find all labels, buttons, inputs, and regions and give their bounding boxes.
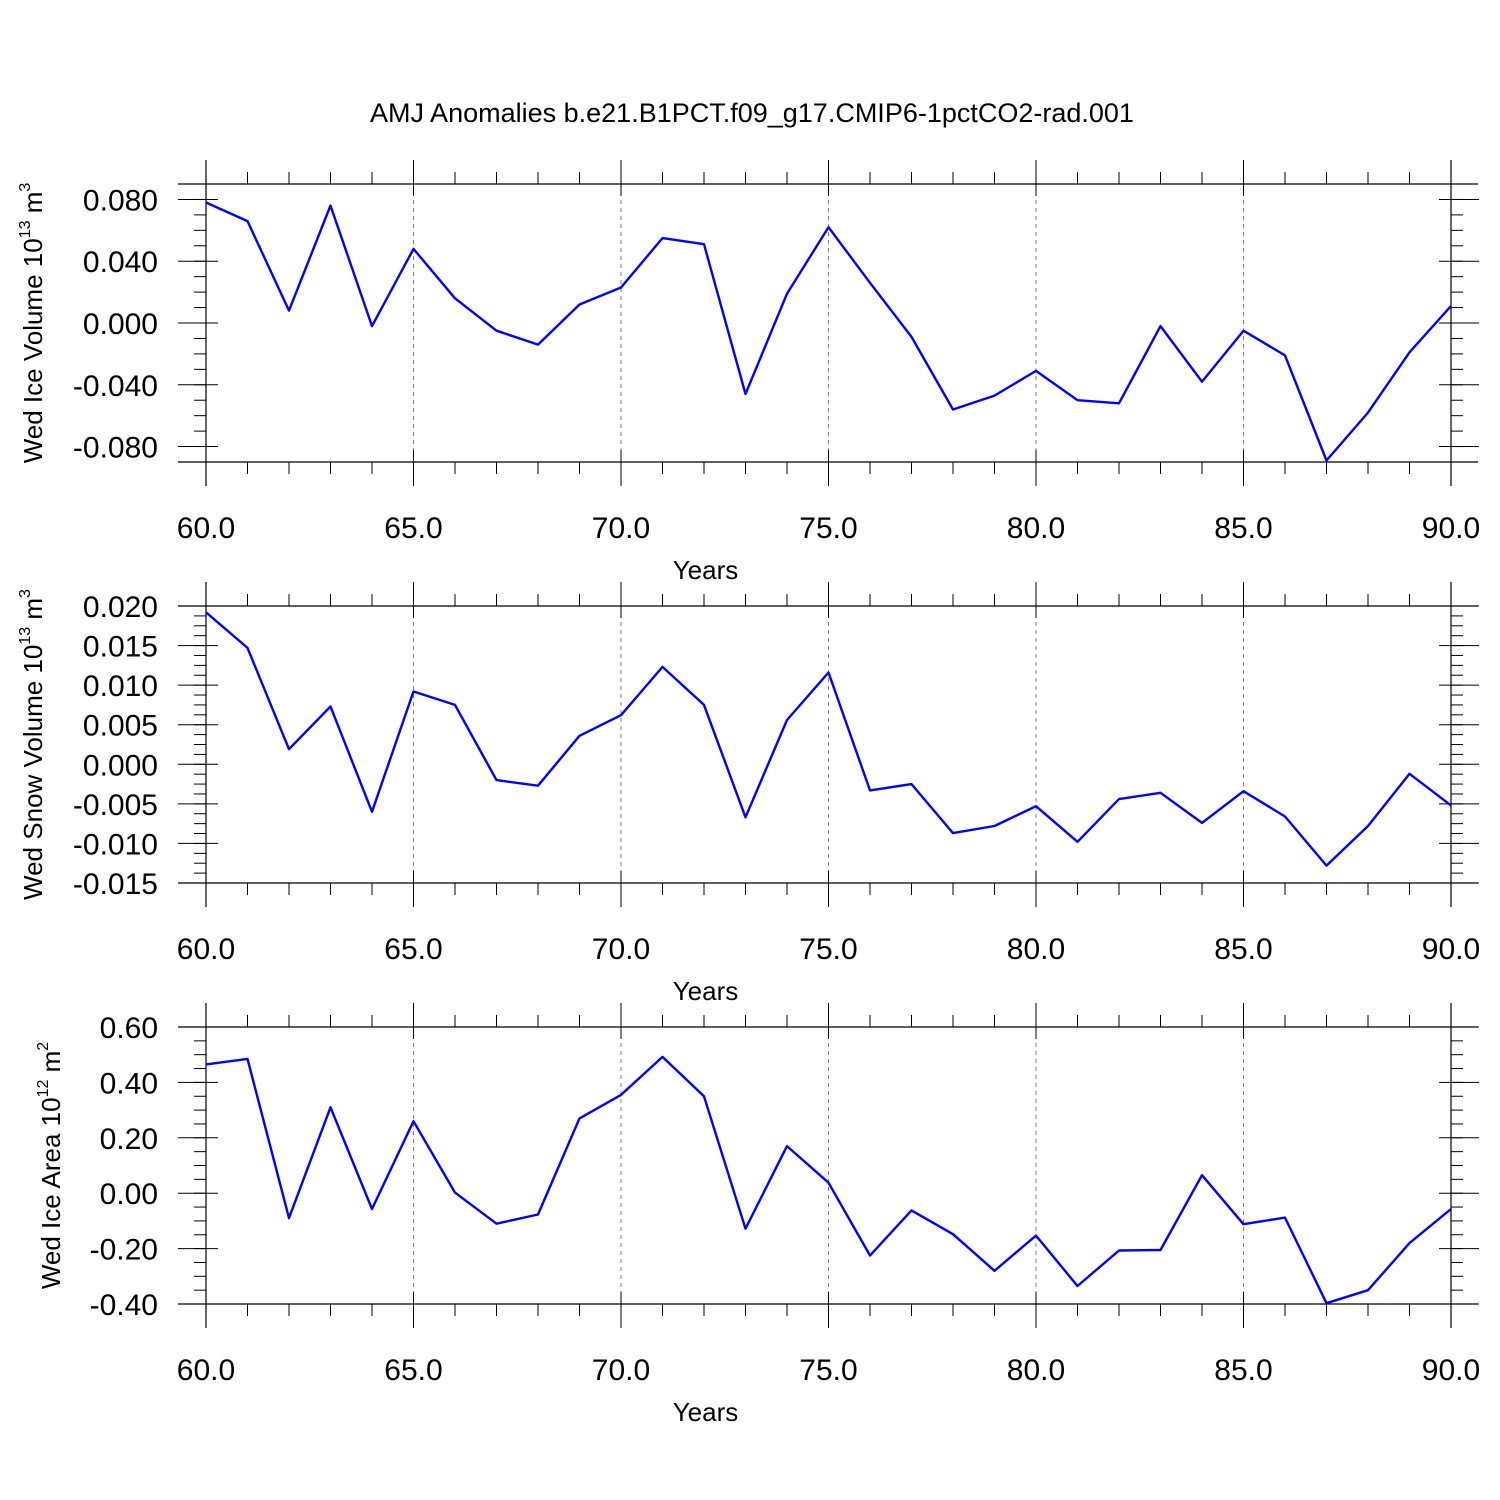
y-axis-label: Wed Snow Volume 1013 m3: [17, 589, 48, 900]
y-tick-label: 0.080: [83, 184, 158, 217]
y-axis-label: Wed Ice Area 1012 m2: [35, 1042, 66, 1289]
y-tick-label: 0.60: [100, 1012, 158, 1045]
chart-title: AMJ Anomalies b.e21.B1PCT.f09_g17.CMIP6-…: [370, 98, 1134, 128]
y-tick-label: -0.080: [73, 432, 158, 465]
x-tick-label: 80.0: [1007, 512, 1065, 545]
y-tick-label: 0.20: [100, 1123, 158, 1156]
y-tick-label: 0.000: [83, 749, 158, 782]
x-tick-label: 60.0: [177, 933, 235, 966]
x-tick-label: 65.0: [384, 933, 442, 966]
y-tick-label: -0.040: [73, 370, 158, 403]
y-tick-label: 0.010: [83, 670, 158, 703]
x-tick-label: 60.0: [177, 1354, 235, 1387]
y-tick-label: -0.005: [73, 789, 158, 822]
y-tick-label: -0.20: [90, 1234, 158, 1267]
x-axis-label: Years: [673, 1397, 739, 1427]
x-tick-label: 85.0: [1214, 933, 1272, 966]
panels: 60.0 65.0 70.0 75.0 80.0 85.0 90.0 0.080 0.040 0.…: [17, 160, 1480, 1427]
x-axis-label: Years: [673, 555, 739, 585]
x-tick-label: 90.0: [1422, 512, 1480, 545]
panel-1: 60.0 65.0 70.0 75.0 80.0 85.0 90.0 0.080 0.040 0.…: [17, 160, 1480, 585]
x-tick-label: 60.0: [177, 512, 235, 545]
y-tick-label: 0.00: [100, 1178, 158, 1211]
x-tick-label: 75.0: [799, 512, 857, 545]
y-tick-label: 0.40: [100, 1067, 158, 1100]
panel-3: 60.0 65.0 70.0 75.0 80.0 85.0 90.0 0.60 0.40 0.20…: [35, 1003, 1480, 1427]
x-tick-label: 65.0: [384, 512, 442, 545]
x-tick-label: 85.0: [1214, 1354, 1272, 1387]
x-tick-label: 70.0: [592, 1354, 650, 1387]
y-tick-label: -0.015: [73, 868, 158, 901]
x-tick-label: 75.0: [799, 1354, 857, 1387]
y-tick-label: 0.020: [83, 591, 158, 624]
x-tick-label: 90.0: [1422, 933, 1480, 966]
y-tick-label: 0.040: [83, 246, 158, 279]
x-tick-label: 75.0: [799, 933, 857, 966]
y-tick-label: 0.000: [83, 308, 158, 341]
y-tick-label: -0.010: [73, 828, 158, 861]
x-tick-label: 70.0: [592, 512, 650, 545]
y-tick-label: 0.005: [83, 710, 158, 743]
x-tick-label: 65.0: [384, 1354, 442, 1387]
series-line: [205, 201, 1452, 462]
panel-2: 60.0 65.0 70.0 75.0 80.0 85.0 90.0 0.020 0.015 0.…: [17, 582, 1480, 1006]
x-tick-label: 80.0: [1007, 1354, 1065, 1387]
x-tick-label: 70.0: [592, 933, 650, 966]
series-line: [205, 611, 1452, 867]
x-tick-label: 85.0: [1214, 512, 1272, 545]
series-line: [205, 1055, 1452, 1305]
x-tick-label: 90.0: [1422, 1354, 1480, 1387]
y-tick-label: 0.015: [83, 631, 158, 664]
y-axis-label: Wed Ice Volume 1013 m3: [17, 183, 48, 464]
x-tick-label: 80.0: [1007, 933, 1065, 966]
x-axis-label: Years: [673, 976, 739, 1006]
y-tick-label: -0.40: [90, 1289, 158, 1322]
